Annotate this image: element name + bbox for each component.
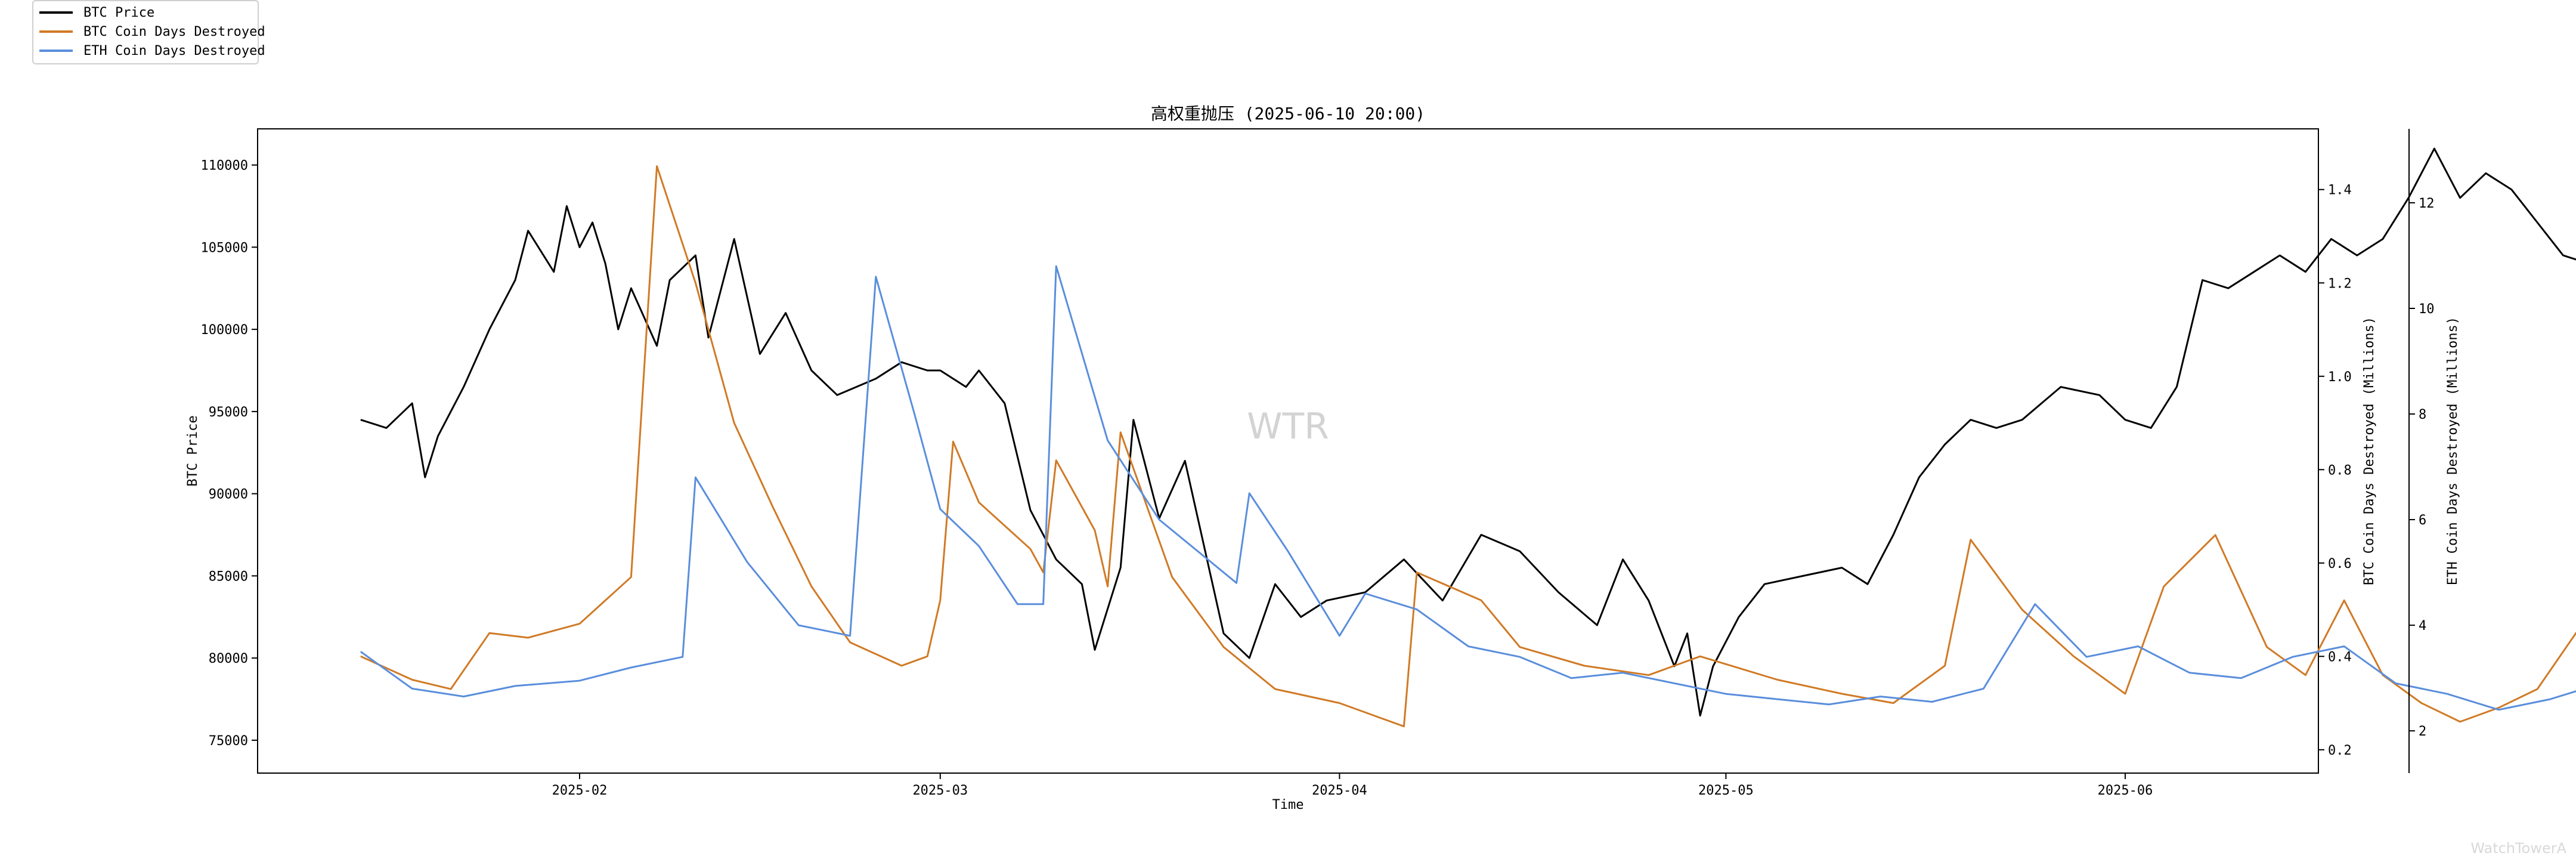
right1-y-axis-label: BTC Coin Days Destroyed (Millions): [2362, 317, 2377, 585]
y-tick-label-right1-5: 1.2: [2328, 276, 2352, 291]
x-tick-label-2: 2025-04: [1312, 783, 1367, 798]
legend-item-eth-cdd: ETH Coin Days Destroyed: [39, 42, 265, 60]
watermark: WTR: [1247, 406, 1329, 447]
series-layer: [360, 147, 2576, 728]
chart-title: 高权重抛压 (2025-06-10 20:00): [1151, 104, 1425, 123]
x-axis-label: Time: [1272, 798, 1304, 812]
plot-area-frame: [257, 128, 2319, 774]
x-tick-label-1: 2025-03: [912, 783, 968, 798]
x-tick-label-4: 2025-06: [2098, 783, 2153, 798]
series-line-1: [360, 165, 2576, 728]
series-line-0: [360, 147, 2576, 717]
y-tick-label-right1-4: 1.0: [2328, 370, 2352, 385]
y-tick-label-right2-4: 10: [2419, 302, 2435, 317]
y-tick-label-right2-3: 8: [2419, 407, 2426, 422]
left-y-axis-label: BTC Price: [185, 415, 200, 486]
y-tick-label-left-3: 90000: [209, 487, 248, 502]
y-tick-label-right2-5: 12: [2419, 196, 2435, 211]
legend-label-btc-price: BTC Price: [83, 5, 155, 20]
right2-y-axis-label: ETH Coin Days Destroyed (Millions): [2445, 317, 2460, 585]
x-tick-label-3: 2025-05: [1698, 783, 1754, 798]
y-tick-label-left-1: 80000: [209, 651, 248, 666]
y-tick-label-right1-1: 0.4: [2328, 650, 2352, 665]
y-tick-label-right2-2: 6: [2419, 513, 2426, 528]
y-tick-label-right1-6: 1.4: [2328, 183, 2352, 198]
legend-label-eth-cdd: ETH Coin Days Destroyed: [83, 43, 265, 58]
axes-layer: 2025-02 2025-03 2025-04 2025-05 2025-06 75000…: [201, 129, 2435, 798]
y-tick-label-left-0: 75000: [209, 734, 248, 749]
y-tick-label-right1-2: 0.6: [2328, 557, 2352, 571]
y-tick-label-right1-0: 0.2: [2328, 743, 2352, 758]
series-line-2: [360, 265, 2576, 711]
legend-label-btc-cdd: BTC Coin Days Destroyed: [83, 24, 265, 39]
y-tick-label-left-2: 85000: [209, 569, 248, 584]
watermark-bottom: WatchTowerA: [2470, 840, 2566, 857]
y-tick-label-left-4: 95000: [209, 405, 248, 420]
y-tick-label-right2-0: 2: [2419, 724, 2426, 739]
y-tick-label-right1-3: 0.8: [2328, 463, 2352, 478]
legend: BTC Price BTC Coin Days Destroyed ETH Co…: [32, 0, 265, 64]
legend-swatch-btc-cdd: [39, 30, 73, 33]
y-tick-label-left-7: 110000: [201, 159, 248, 174]
y-tick-label-right2-1: 4: [2419, 619, 2426, 634]
legend-swatch-eth-cdd: [39, 50, 73, 52]
legend-swatch-btc-price: [39, 11, 73, 14]
y-tick-label-left-5: 100000: [201, 323, 248, 338]
legend-item-btc-price: BTC Price: [39, 4, 154, 21]
x-tick-label-0: 2025-02: [552, 783, 608, 798]
y-tick-label-left-6: 105000: [201, 240, 248, 255]
legend-item-btc-cdd: BTC Coin Days Destroyed: [39, 23, 265, 41]
